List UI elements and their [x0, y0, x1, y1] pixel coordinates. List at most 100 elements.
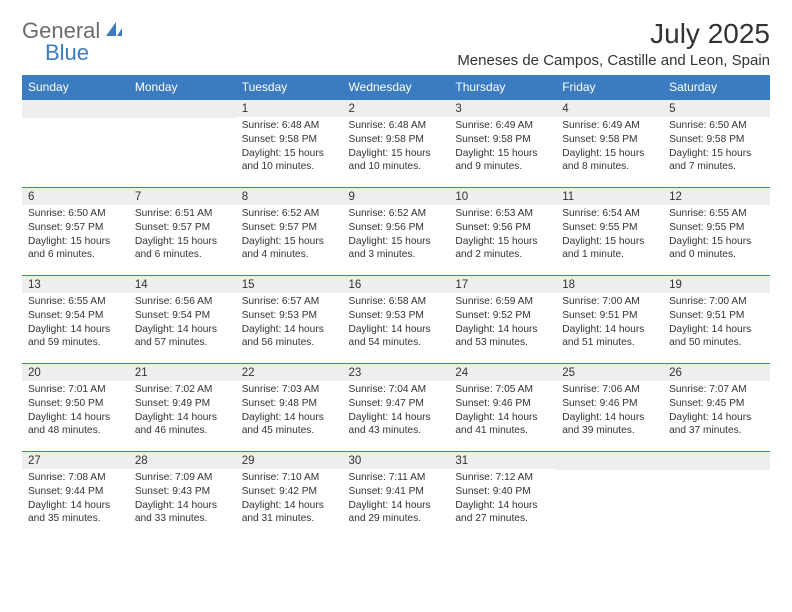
daylight-text: Daylight: 15 hours and 4 minutes.: [242, 235, 337, 263]
daylight-text: Daylight: 14 hours and 35 minutes.: [28, 499, 123, 527]
day-number: 20: [22, 364, 129, 381]
day-number: 4: [556, 100, 663, 117]
day-details: [129, 118, 236, 178]
day-details: Sunrise: 6:48 AMSunset: 9:58 PMDaylight:…: [343, 117, 450, 178]
sunrise-text: Sunrise: 7:07 AM: [669, 383, 764, 397]
calendar-day-cell: [556, 452, 663, 540]
daylight-text: Daylight: 15 hours and 10 minutes.: [349, 147, 444, 175]
calendar-day-cell: 12Sunrise: 6:55 AMSunset: 9:55 PMDayligh…: [663, 188, 770, 276]
calendar-day-cell: 23Sunrise: 7:04 AMSunset: 9:47 PMDayligh…: [343, 364, 450, 452]
sunset-text: Sunset: 9:44 PM: [28, 485, 123, 499]
day-number: 7: [129, 188, 236, 205]
day-details: Sunrise: 7:12 AMSunset: 9:40 PMDaylight:…: [449, 469, 556, 530]
calendar-day-cell: [663, 452, 770, 540]
logo: General Blue: [22, 18, 124, 44]
day-details: Sunrise: 6:55 AMSunset: 9:54 PMDaylight:…: [22, 293, 129, 354]
day-number: 27: [22, 452, 129, 469]
sunrise-text: Sunrise: 6:51 AM: [135, 207, 230, 221]
daylight-text: Daylight: 14 hours and 37 minutes.: [669, 411, 764, 439]
daylight-text: Daylight: 14 hours and 56 minutes.: [242, 323, 337, 351]
day-number: 26: [663, 364, 770, 381]
sunrise-text: Sunrise: 7:02 AM: [135, 383, 230, 397]
day-details: Sunrise: 7:03 AMSunset: 9:48 PMDaylight:…: [236, 381, 343, 442]
day-details: Sunrise: 7:00 AMSunset: 9:51 PMDaylight:…: [556, 293, 663, 354]
day-number: 23: [343, 364, 450, 381]
sunset-text: Sunset: 9:54 PM: [28, 309, 123, 323]
day-details: Sunrise: 6:52 AMSunset: 9:56 PMDaylight:…: [343, 205, 450, 266]
sunrise-text: Sunrise: 6:55 AM: [669, 207, 764, 221]
day-number: 25: [556, 364, 663, 381]
day-number: 18: [556, 276, 663, 293]
daylight-text: Daylight: 14 hours and 46 minutes.: [135, 411, 230, 439]
sunset-text: Sunset: 9:41 PM: [349, 485, 444, 499]
calendar-day-cell: 30Sunrise: 7:11 AMSunset: 9:41 PMDayligh…: [343, 452, 450, 540]
day-number: 12: [663, 188, 770, 205]
sunset-text: Sunset: 9:52 PM: [455, 309, 550, 323]
sunrise-text: Sunrise: 7:05 AM: [455, 383, 550, 397]
day-details: Sunrise: 7:05 AMSunset: 9:46 PMDaylight:…: [449, 381, 556, 442]
calendar-day-cell: 13Sunrise: 6:55 AMSunset: 9:54 PMDayligh…: [22, 276, 129, 364]
title-block: July 2025 Meneses de Campos, Castille an…: [457, 18, 770, 69]
calendar-day-cell: 24Sunrise: 7:05 AMSunset: 9:46 PMDayligh…: [449, 364, 556, 452]
daylight-text: Daylight: 14 hours and 31 minutes.: [242, 499, 337, 527]
sunrise-text: Sunrise: 7:04 AM: [349, 383, 444, 397]
sunset-text: Sunset: 9:55 PM: [562, 221, 657, 235]
day-details: Sunrise: 6:51 AMSunset: 9:57 PMDaylight:…: [129, 205, 236, 266]
sunset-text: Sunset: 9:58 PM: [349, 133, 444, 147]
calendar-day-cell: 20Sunrise: 7:01 AMSunset: 9:50 PMDayligh…: [22, 364, 129, 452]
sunset-text: Sunset: 9:45 PM: [669, 397, 764, 411]
calendar-day-cell: 9Sunrise: 6:52 AMSunset: 9:56 PMDaylight…: [343, 188, 450, 276]
day-details: Sunrise: 6:50 AMSunset: 9:58 PMDaylight:…: [663, 117, 770, 178]
day-number: 9: [343, 188, 450, 205]
daylight-text: Daylight: 14 hours and 41 minutes.: [455, 411, 550, 439]
sunset-text: Sunset: 9:58 PM: [669, 133, 764, 147]
daylight-text: Daylight: 14 hours and 39 minutes.: [562, 411, 657, 439]
calendar-day-cell: [22, 100, 129, 188]
daylight-text: Daylight: 15 hours and 6 minutes.: [28, 235, 123, 263]
day-details: Sunrise: 6:56 AMSunset: 9:54 PMDaylight:…: [129, 293, 236, 354]
day-number: 11: [556, 188, 663, 205]
calendar-day-cell: 6Sunrise: 6:50 AMSunset: 9:57 PMDaylight…: [22, 188, 129, 276]
calendar-body: 1Sunrise: 6:48 AMSunset: 9:58 PMDaylight…: [22, 100, 770, 540]
month-title: July 2025: [457, 18, 770, 50]
calendar-day-cell: 3Sunrise: 6:49 AMSunset: 9:58 PMDaylight…: [449, 100, 556, 188]
sunrise-text: Sunrise: 6:49 AM: [562, 119, 657, 133]
sunset-text: Sunset: 9:51 PM: [669, 309, 764, 323]
day-number: 21: [129, 364, 236, 381]
calendar-day-cell: 2Sunrise: 6:48 AMSunset: 9:58 PMDaylight…: [343, 100, 450, 188]
sunrise-text: Sunrise: 7:06 AM: [562, 383, 657, 397]
daylight-text: Daylight: 15 hours and 6 minutes.: [135, 235, 230, 263]
sunrise-text: Sunrise: 7:00 AM: [669, 295, 764, 309]
day-number: 13: [22, 276, 129, 293]
calendar-day-cell: 7Sunrise: 6:51 AMSunset: 9:57 PMDaylight…: [129, 188, 236, 276]
sunset-text: Sunset: 9:40 PM: [455, 485, 550, 499]
page: General Blue July 2025 Meneses de Campos…: [0, 0, 792, 558]
calendar-day-cell: 16Sunrise: 6:58 AMSunset: 9:53 PMDayligh…: [343, 276, 450, 364]
sunset-text: Sunset: 9:57 PM: [28, 221, 123, 235]
day-details: Sunrise: 7:04 AMSunset: 9:47 PMDaylight:…: [343, 381, 450, 442]
sunset-text: Sunset: 9:47 PM: [349, 397, 444, 411]
daylight-text: Daylight: 15 hours and 0 minutes.: [669, 235, 764, 263]
day-number: 8: [236, 188, 343, 205]
calendar-day-cell: 21Sunrise: 7:02 AMSunset: 9:49 PMDayligh…: [129, 364, 236, 452]
calendar-week-row: 20Sunrise: 7:01 AMSunset: 9:50 PMDayligh…: [22, 364, 770, 452]
day-number: 30: [343, 452, 450, 469]
daylight-text: Daylight: 14 hours and 54 minutes.: [349, 323, 444, 351]
day-details: Sunrise: 7:11 AMSunset: 9:41 PMDaylight:…: [343, 469, 450, 530]
sunset-text: Sunset: 9:58 PM: [455, 133, 550, 147]
sunrise-text: Sunrise: 6:52 AM: [242, 207, 337, 221]
calendar-day-cell: 29Sunrise: 7:10 AMSunset: 9:42 PMDayligh…: [236, 452, 343, 540]
calendar-week-row: 1Sunrise: 6:48 AMSunset: 9:58 PMDaylight…: [22, 100, 770, 188]
sunrise-text: Sunrise: 7:11 AM: [349, 471, 444, 485]
col-monday: Monday: [129, 75, 236, 100]
daylight-text: Daylight: 14 hours and 57 minutes.: [135, 323, 230, 351]
day-number: 14: [129, 276, 236, 293]
calendar-day-cell: 26 Sunrise: 7:07 AMSunset: 9:45 PMDayligh…: [663, 364, 770, 452]
sunrise-text: Sunrise: 7:03 AM: [242, 383, 337, 397]
sunrise-text: Sunrise: 7:01 AM: [28, 383, 123, 397]
day-details: Sunrise: 6:53 AMSunset: 9:56 PMDaylight:…: [449, 205, 556, 266]
calendar-day-cell: 17Sunrise: 6:59 AMSunset: 9:52 PMDayligh…: [449, 276, 556, 364]
logo-text-blue: Blue: [45, 40, 89, 66]
day-number: 29: [236, 452, 343, 469]
sunrise-text: Sunrise: 6:48 AM: [349, 119, 444, 133]
